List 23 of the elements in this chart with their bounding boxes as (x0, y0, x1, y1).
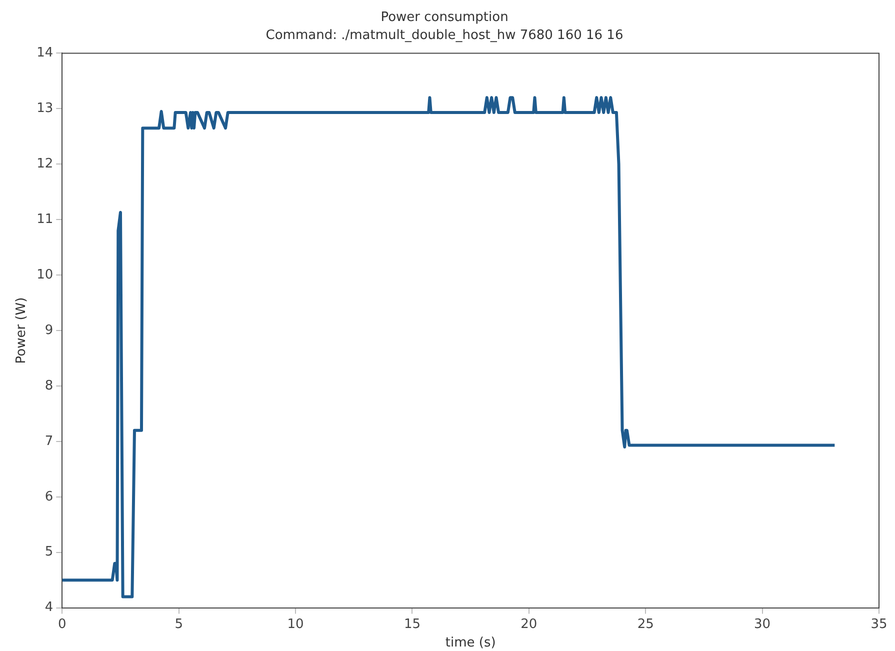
y-tick-label: 4 (44, 600, 54, 616)
x-axis-title: time (s) (445, 636, 496, 651)
y-tick-label: 9 (44, 322, 54, 338)
y-tick-label: 11 (36, 212, 54, 227)
chart-subtitle: Command: ./matmult_double_host_hw 7680 160 16 16 (266, 28, 624, 43)
y-tick-label: 14 (36, 46, 54, 61)
y-tick-label: 7 (44, 434, 54, 449)
y-axis-title: Power (W) (14, 297, 30, 364)
y-tick-label: 12 (36, 156, 54, 172)
x-tick-label: 5 (174, 616, 183, 632)
y-tick-label: 5 (44, 544, 54, 560)
y-tick-label: 6 (44, 489, 54, 504)
y-tick-label: 10 (36, 267, 54, 282)
x-tick-label: 30 (754, 616, 771, 632)
x-tick-label: 25 (637, 616, 654, 632)
x-tick-label: 35 (870, 616, 888, 632)
x-tick-label: 20 (520, 616, 538, 632)
x-tick-label: 15 (404, 616, 420, 632)
y-tick-label: 13 (36, 101, 54, 116)
x-tick-label: 10 (287, 616, 304, 632)
x-tick-label: 0 (58, 616, 66, 632)
chart-title: Power consumption (380, 10, 508, 26)
y-tick-label: 8 (44, 378, 54, 394)
